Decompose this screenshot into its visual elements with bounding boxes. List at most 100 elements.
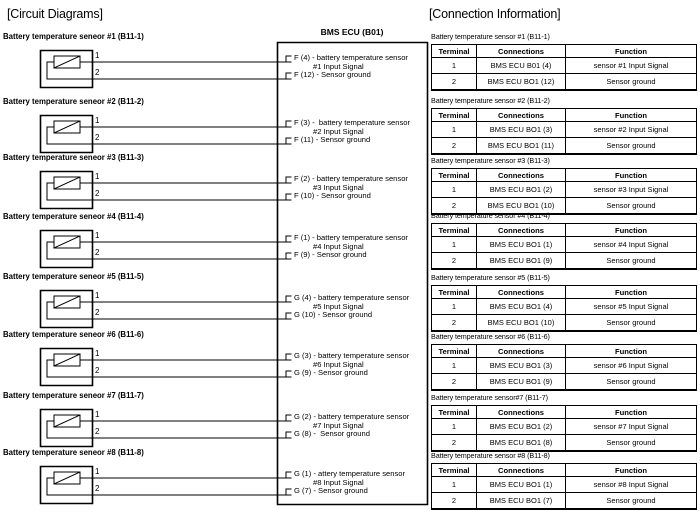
thermistor-symbol: [53, 55, 81, 69]
wire-number-2: 2: [95, 366, 100, 375]
table-caption: Battery temperature sensor #6 (B11-6): [431, 332, 550, 341]
wire-pin2: [46, 241, 292, 260]
function-cell: Sensor ground: [565, 197, 697, 215]
circuit-diagrams-title: [Circuit Diagrams]: [7, 7, 103, 21]
table-header-row: Terminal Connections Function: [431, 344, 697, 358]
table-caption: Battery temperature sensor #3 (B11-3): [431, 156, 550, 165]
ecu-pin-ground-label: G (8) - Sensor ground: [294, 429, 370, 438]
ecu-pin-ground-label: F (11) - Sensor ground: [294, 135, 371, 144]
table-row: 1 BMS ECU BO1 (2) sensor #7 Input Signal: [431, 418, 697, 435]
sensor-box: [39, 465, 94, 505]
table-header-row: Terminal Connections Function: [431, 405, 697, 419]
wire-number-2: 2: [95, 68, 100, 77]
ecu-pin-signal-label-cont: #6 Input Signal: [313, 359, 364, 369]
pin-bracket: [285, 312, 292, 320]
connection-cell: BMS ECU BO1 (10): [476, 314, 566, 332]
wire-pin2: [46, 182, 292, 201]
thermistor-symbol: [53, 176, 81, 190]
terminal-cell: 1: [431, 418, 477, 435]
table-row: 1 BMS ECU BO1 (2) sensor #3 Input Signal: [431, 181, 697, 198]
terminal-cell: 1: [431, 476, 477, 493]
col-header: Connections: [476, 108, 566, 122]
ecu-pin-signal-label: F (2) - battery temperature sensor: [294, 174, 408, 183]
col-header: Terminal: [431, 223, 477, 237]
sensor-label: Battery temperature seneor #3 (B11-3): [3, 153, 144, 162]
col-header: Connections: [476, 44, 566, 58]
terminal-cell: 2: [431, 314, 477, 332]
terminal-cell: 2: [431, 252, 477, 270]
col-header: Function: [565, 344, 697, 358]
connection-cell: BMS ECU BO1 (11): [476, 137, 566, 155]
ecu-pin-ground-label: G (10) - Sensor ground: [294, 310, 373, 319]
connection-cell: BMS ECU BO1 (7): [476, 492, 566, 510]
pin-bracket: [285, 176, 292, 184]
col-header: Function: [565, 44, 697, 58]
table-row: 1 BMS ECU BO1 (3) sensor #6 Input Signal: [431, 357, 697, 374]
function-cell: sensor #4 Input Signal: [565, 236, 697, 253]
table-row: 1 BMS ECU BO1 (1) sensor #4 Input Signal: [431, 236, 697, 253]
ecu-pin-signal-label-cont: #1 Input Signal: [313, 61, 364, 71]
table-header-row: Terminal Connections Function: [431, 285, 697, 299]
connection-table: Terminal Connections Function 1 BMS ECU BO1 …: [431, 285, 697, 332]
col-header: Function: [565, 463, 697, 477]
wire-number-1: 1: [95, 231, 100, 240]
wire-pin2: [46, 477, 292, 496]
col-header: Function: [565, 108, 697, 122]
pin-bracket: [285, 120, 292, 128]
connection-table: Terminal Connections Function 1 BMS ECU BO1 …: [431, 405, 697, 452]
table-row: 2 BMS ECU BO1 (12) Sensor ground: [431, 73, 697, 91]
table-row: 1 BMS ECU BO1 (1) sensor #8 Input Signal: [431, 476, 697, 493]
wire-number-2: 2: [95, 427, 100, 436]
table-row: 1 BMS ECU B01 (4) sensor #1 Input Signal: [431, 57, 697, 74]
function-cell: sensor #3 Input Signal: [565, 181, 697, 198]
function-cell: sensor #1 Input Signal: [565, 57, 697, 74]
sensor-box: [39, 347, 94, 387]
ecu-pin-signal-label-cont: #8 Input Signal: [313, 477, 364, 487]
connection-cell: BMS ECU BO1 (2): [476, 418, 566, 435]
table-row: 2 BMS ECU BO1 (11) Sensor ground: [431, 137, 697, 155]
table-row: 2 BMS ECU BO1 (7) Sensor ground: [431, 492, 697, 510]
terminal-cell: 1: [431, 57, 477, 74]
ecu-pin-signal-label: F (1) - battery temperature sensor: [294, 233, 408, 242]
wire-number-1: 1: [95, 467, 100, 476]
table-row: 2 BMS ECU BO1 (9) Sensor ground: [431, 373, 697, 391]
wire-number-2: 2: [95, 248, 100, 257]
pin-bracket: [285, 137, 292, 145]
wire-pin2: [46, 61, 292, 80]
wire-pin2: [46, 420, 292, 439]
connection-cell: BMS ECU BO1 (4): [476, 298, 566, 315]
ecu-pin-signal-label: G (2) - battery temperature sensor: [294, 412, 410, 421]
thermistor-symbol: [53, 295, 81, 309]
connection-cell: BMS ECU BO1 (9): [476, 373, 566, 391]
col-header: Function: [565, 405, 697, 419]
terminal-cell: 1: [431, 181, 477, 198]
function-cell: Sensor ground: [565, 73, 697, 91]
table-row: 2 BMS ECU BO1 (10) Sensor ground: [431, 314, 697, 332]
thermistor-symbol: [53, 414, 81, 428]
wire-number-1: 1: [95, 116, 100, 125]
col-header: Terminal: [431, 108, 477, 122]
thermistor-symbol: [53, 471, 81, 485]
function-cell: sensor #6 Input Signal: [565, 357, 697, 374]
sensor-label: Battery temperature seneor #4 (B11-4): [3, 212, 144, 221]
col-header: Connections: [476, 285, 566, 299]
connection-cell: BMS ECU BO1 (1): [476, 476, 566, 493]
ecu-box: [276, 41, 429, 506]
ecu-pin-signal-label-cont: #2 Input Signal: [313, 126, 364, 136]
table-row: 1 BMS ECU BO1 (3) sensor #2 Input Signal: [431, 121, 697, 138]
pin-bracket: [285, 235, 292, 243]
wire-number-1: 1: [95, 51, 100, 60]
pin-bracket: [285, 471, 292, 479]
function-cell: sensor #8 Input Signal: [565, 476, 697, 493]
terminal-cell: 2: [431, 73, 477, 91]
sensor-box: [39, 289, 94, 329]
connection-cell: BMS ECU BO1 (2): [476, 181, 566, 198]
ecu-pin-ground-label: G (7) - Sensor ground: [294, 486, 368, 495]
thermistor-diagonal: [53, 55, 81, 69]
wire-pin2: [46, 126, 292, 145]
wire-number-2: 2: [95, 133, 100, 142]
ecu-title: BMS ECU (B01): [320, 27, 384, 37]
wire-pin2: [46, 359, 292, 378]
pin-bracket: [285, 488, 292, 496]
